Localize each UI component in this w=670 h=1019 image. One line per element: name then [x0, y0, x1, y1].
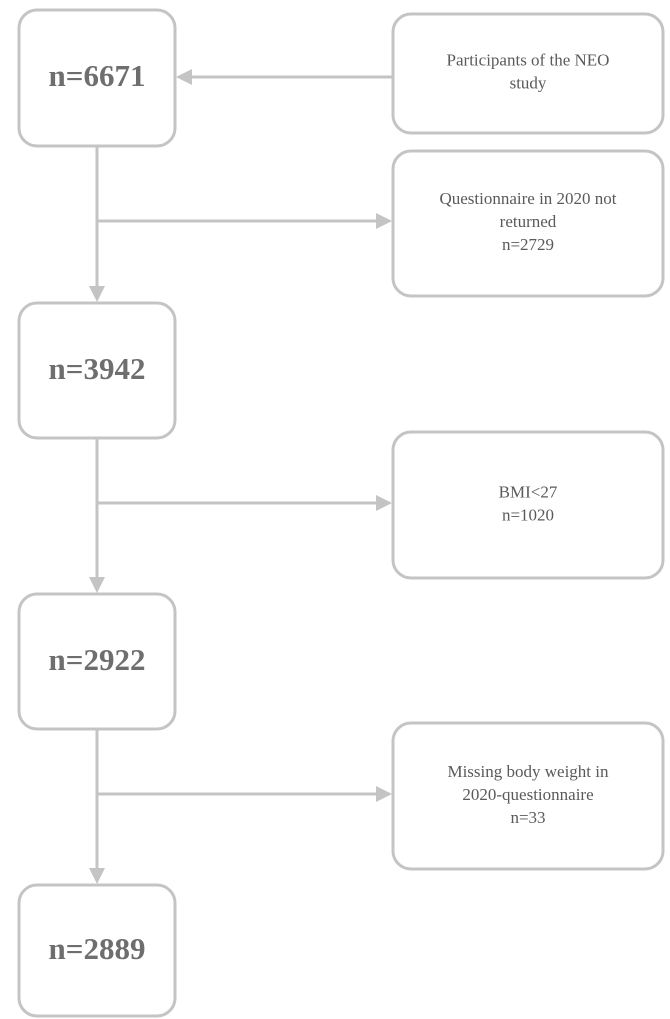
side-box: [391, 12, 665, 135]
main-box: [17, 592, 177, 731]
main-label: n=2889: [49, 931, 146, 966]
side-label: Questionnaire in 2020 not: [439, 189, 616, 208]
side-label: n=1020: [502, 505, 554, 524]
arrow-head: [376, 786, 392, 802]
arrow-head: [89, 868, 105, 884]
main-box: [17, 301, 177, 440]
main-label: n=6671: [49, 58, 146, 93]
main-box: [17, 8, 177, 148]
side-label: 2020-questionnaire: [462, 785, 593, 804]
side-box: [391, 430, 665, 580]
side-box: [391, 721, 665, 871]
arrow-head: [89, 577, 105, 593]
side-label: Participants of the NEO: [447, 50, 610, 69]
side-label: study: [510, 73, 547, 92]
arrow-head: [176, 69, 192, 85]
side-label: Missing body weight in: [447, 762, 609, 781]
side-label: n=2729: [502, 235, 554, 254]
side-box: [391, 149, 665, 298]
main-label: n=2922: [49, 642, 146, 677]
side-label: n=33: [510, 808, 545, 827]
main-label: n=3942: [49, 351, 146, 386]
main-box: [17, 883, 177, 1018]
side-texts: Participants of the NEO study Questionnair…: [439, 50, 616, 827]
arrow-head: [376, 495, 392, 511]
side-label: returned: [500, 212, 557, 231]
arrow-head: [376, 213, 392, 229]
side-label: BMI<27: [499, 482, 558, 501]
arrow-head: [89, 286, 105, 302]
